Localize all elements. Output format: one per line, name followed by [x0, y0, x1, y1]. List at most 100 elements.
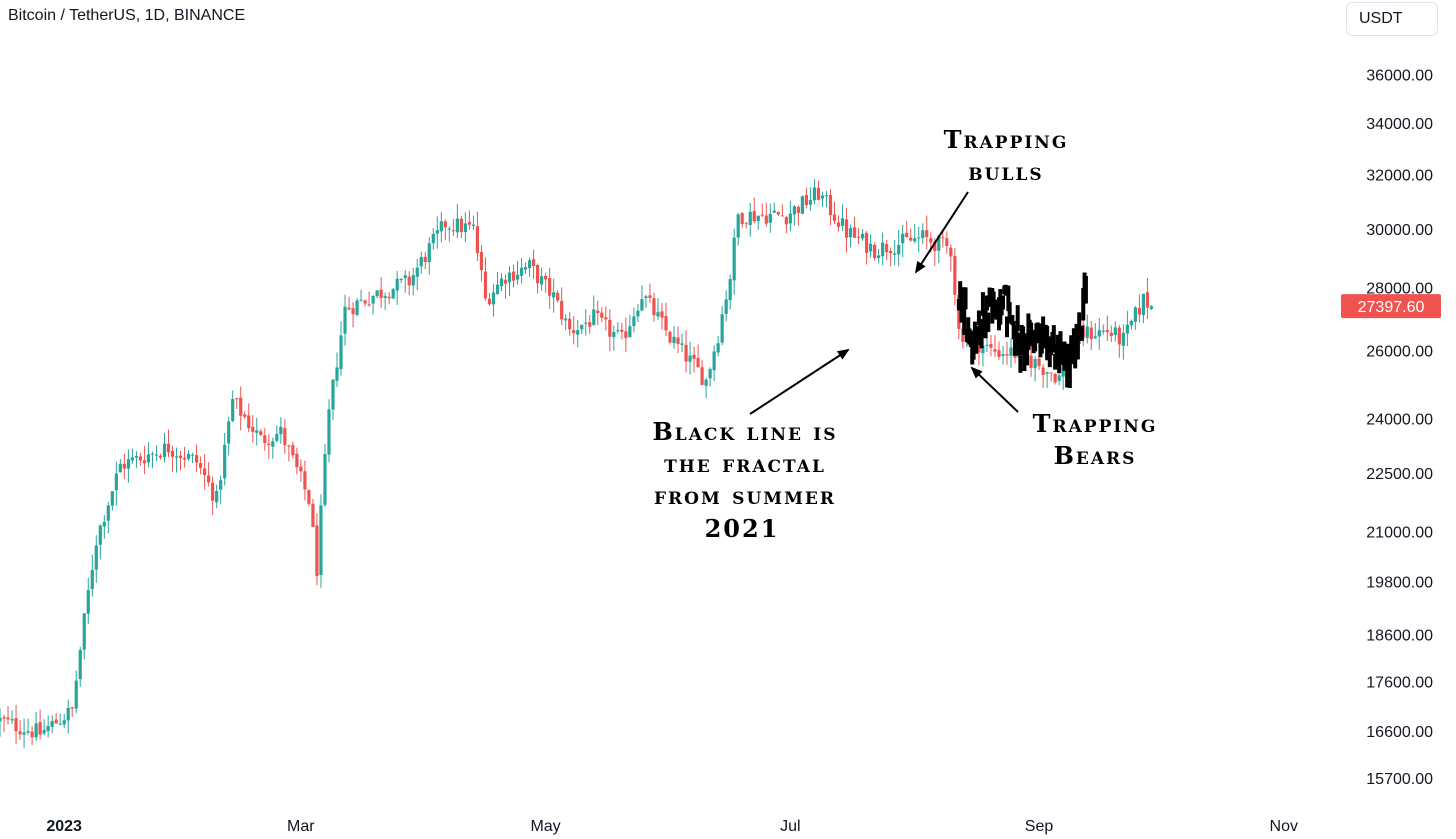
- candle: [2, 714, 6, 733]
- y-tick-label: 22500.00: [1366, 466, 1433, 483]
- currency-button[interactable]: USDT: [1346, 2, 1438, 36]
- fractal-bar: [1079, 325, 1084, 341]
- candle-body: [287, 445, 291, 447]
- candle: [363, 299, 367, 307]
- candle-body: [207, 475, 211, 483]
- candle: [399, 278, 403, 284]
- y-tick-label: 17600.00: [1366, 674, 1433, 691]
- candle-body: [455, 218, 459, 233]
- candle: [287, 444, 291, 462]
- candle: [901, 224, 905, 258]
- fractal-bar: [1015, 305, 1020, 331]
- candle: [339, 321, 343, 376]
- candle-body: [632, 316, 636, 326]
- candle: [439, 212, 443, 243]
- candle-body: [186, 453, 191, 459]
- fractal-bar: [963, 287, 968, 310]
- candle: [873, 242, 877, 261]
- candle-body: [118, 463, 122, 473]
- candle: [118, 459, 122, 473]
- candle: [985, 336, 989, 352]
- candle-body: [844, 219, 849, 238]
- candle-body: [957, 295, 961, 329]
- candle-body: [14, 718, 18, 732]
- candle: [704, 377, 708, 399]
- candle-body: [660, 311, 664, 318]
- candle-body: [307, 490, 311, 504]
- price-axis: 36000.00 34000.00 32000.00 30000.00 28000.00…: [1366, 68, 1433, 789]
- annotation-line: from summer: [654, 481, 836, 510]
- candle: [1045, 371, 1049, 388]
- candle: [1005, 341, 1009, 365]
- candle: [203, 454, 207, 490]
- candle-body: [993, 349, 997, 352]
- candle: [860, 229, 865, 241]
- candle-body: [552, 292, 556, 298]
- candle-body: [271, 441, 275, 447]
- candle: [487, 292, 492, 306]
- candle: [479, 245, 484, 282]
- candle-body: [832, 214, 837, 221]
- candle: [383, 292, 387, 310]
- candle-body: [925, 230, 929, 238]
- candle-body: [379, 289, 383, 298]
- candle: [435, 216, 439, 249]
- x-tick-label: Nov: [1270, 818, 1298, 835]
- candle: [997, 341, 1001, 360]
- annotation-line: Black line is: [652, 417, 837, 446]
- candle-body: [937, 235, 941, 251]
- candle-body: [592, 309, 596, 326]
- candle: [126, 449, 130, 483]
- candle: [275, 425, 279, 443]
- candle-body: [0, 717, 2, 722]
- candle-body: [544, 275, 548, 280]
- candle: [909, 228, 913, 242]
- candle-body: [873, 244, 877, 259]
- candle-body: [893, 253, 897, 255]
- candle: [42, 719, 46, 736]
- fractal-bar: [986, 312, 991, 332]
- candle: [612, 325, 616, 351]
- annotation-line: Trapping: [944, 125, 1069, 154]
- candle-body: [772, 210, 776, 213]
- fractal-bar: [1021, 326, 1026, 340]
- candle-body: [704, 379, 708, 386]
- candle-body: [800, 196, 804, 214]
- candle: [688, 341, 692, 375]
- candle-body: [411, 275, 415, 286]
- candle-body: [676, 337, 680, 344]
- x-tick-label: May: [530, 818, 560, 835]
- candle-body: [471, 224, 476, 227]
- candle: [1149, 305, 1154, 310]
- candle-body: [166, 443, 171, 453]
- candle-body: [744, 222, 748, 224]
- candle: [371, 295, 375, 315]
- candle: [359, 289, 363, 302]
- candle: [106, 501, 110, 534]
- candle-body: [415, 267, 419, 277]
- candle-body: [162, 443, 167, 457]
- candle: [503, 274, 508, 299]
- candle-body: [648, 295, 652, 298]
- candle-body: [881, 242, 885, 257]
- candle-body: [917, 237, 921, 239]
- candle-body: [275, 434, 279, 441]
- candle: [26, 718, 30, 736]
- candle-body: [596, 310, 600, 314]
- candle: [1009, 338, 1013, 368]
- last-price-label: 27397.60: [1358, 299, 1425, 316]
- candle-body: [407, 276, 411, 286]
- candle: [186, 449, 191, 461]
- candle: [170, 445, 175, 472]
- candle: [648, 283, 652, 303]
- candle-body: [720, 314, 724, 343]
- candle: [788, 200, 792, 232]
- candle-body: [696, 357, 700, 368]
- candle-body: [527, 260, 532, 269]
- candle: [162, 432, 167, 463]
- candle-body: [499, 278, 504, 287]
- candle-body: [949, 247, 953, 257]
- candle: [451, 218, 455, 236]
- candle: [134, 451, 139, 469]
- candle: [1129, 319, 1133, 330]
